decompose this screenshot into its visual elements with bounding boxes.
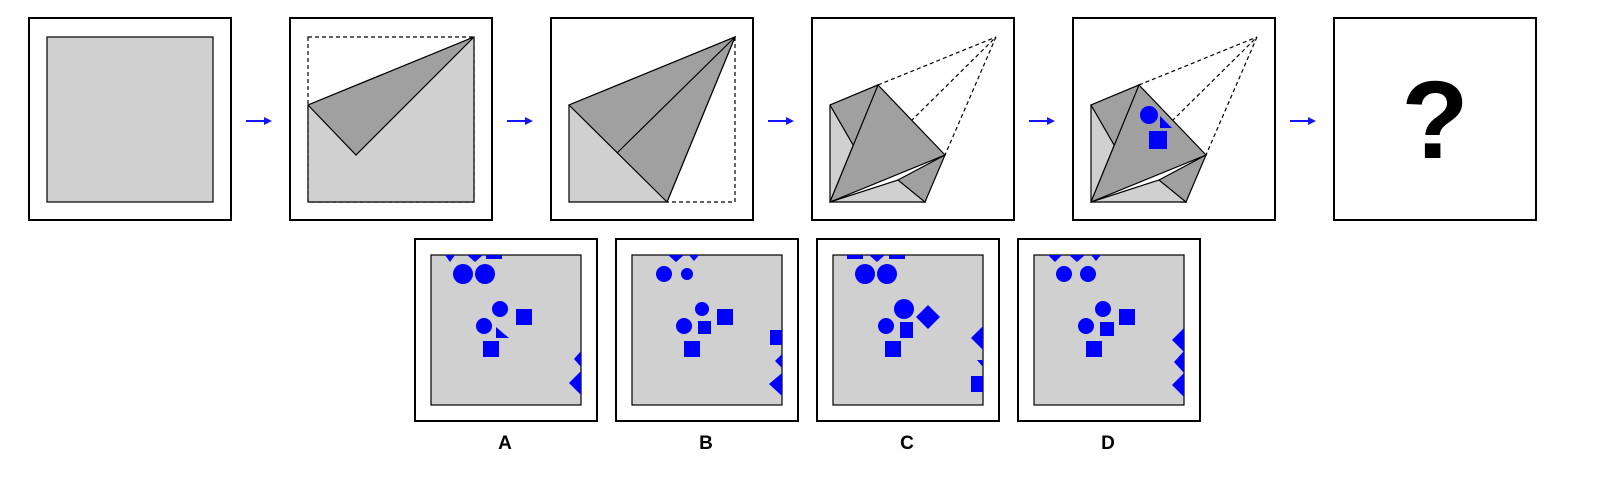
arrow-4: [1029, 117, 1055, 125]
step-6-panel: ?: [1333, 17, 1537, 221]
arrow-1: [246, 117, 272, 125]
option-d[interactable]: D: [1017, 238, 1201, 454]
option-b-label: B: [699, 433, 713, 454]
option-a[interactable]: A: [414, 238, 598, 454]
hole-triangle: [1160, 116, 1172, 128]
step-3-panel: [550, 17, 754, 221]
arrow-2: [507, 117, 533, 125]
step-1-panel: [28, 17, 232, 221]
step-5-panel: [1072, 17, 1276, 221]
folded-flap-top: [828, 83, 947, 204]
option-a-label: A: [498, 433, 512, 454]
hole-circle: [1140, 106, 1158, 124]
step-4-panel: [811, 17, 1015, 221]
hole-square: [1149, 131, 1167, 149]
step-2-panel: [289, 17, 493, 221]
option-c[interactable]: C: [816, 238, 1000, 454]
folded-flap: [306, 36, 475, 156]
question-mark: ?: [1401, 59, 1468, 182]
arrow-5: [1290, 117, 1316, 125]
option-b[interactable]: B: [615, 238, 799, 454]
paper-square: [46, 36, 214, 203]
arrow-3: [768, 117, 794, 125]
option-c-label: C: [900, 433, 914, 454]
option-d-label: D: [1101, 433, 1115, 454]
